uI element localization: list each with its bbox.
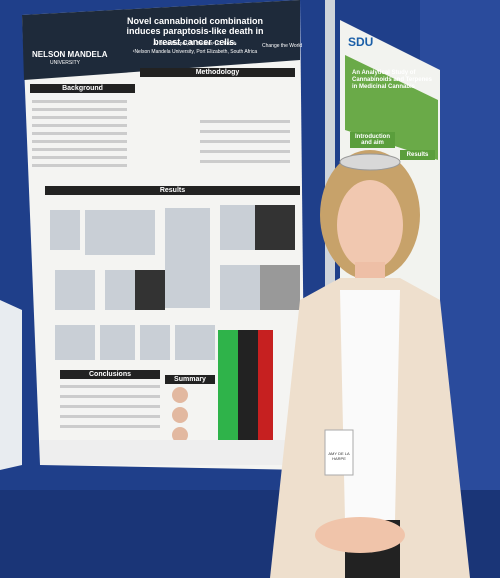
glasses [339, 153, 401, 171]
right-section: Results [400, 150, 435, 160]
section-header: Summary [165, 375, 215, 384]
poster-title: Novel cannabinoid combination induces pa… [126, 16, 264, 47]
side-poster [0, 300, 22, 470]
right-logo: SDU [348, 35, 374, 49]
section-header: Background [30, 84, 135, 93]
affiliation: ¹Nelson Mandela University, Port Elizabe… [132, 49, 258, 55]
right-title: An Analytical Study of Cannabinoids and … [352, 70, 432, 90]
footer-logos [40, 440, 305, 465]
hands [315, 517, 405, 553]
poster-header [22, 0, 300, 80]
section-header: Conclusions [60, 370, 160, 379]
logo-sub: UNIVERSITY [50, 60, 81, 66]
face [337, 180, 403, 270]
badge-name: AMY DE LA HARPE [328, 451, 350, 461]
authors: A. de la Harpe¹, N. Beukes¹, C. Frost¹ [153, 41, 237, 47]
figures [50, 205, 300, 443]
section-header: Results [45, 186, 300, 195]
badge [324, 429, 354, 476]
section-header: Methodology [140, 68, 295, 77]
right-section: Introduction and aim [350, 132, 395, 148]
logo: NELSON MANDELA [32, 50, 108, 59]
shirt [340, 290, 400, 520]
text-lines [32, 100, 290, 428]
tagline: Change the World [262, 43, 303, 49]
